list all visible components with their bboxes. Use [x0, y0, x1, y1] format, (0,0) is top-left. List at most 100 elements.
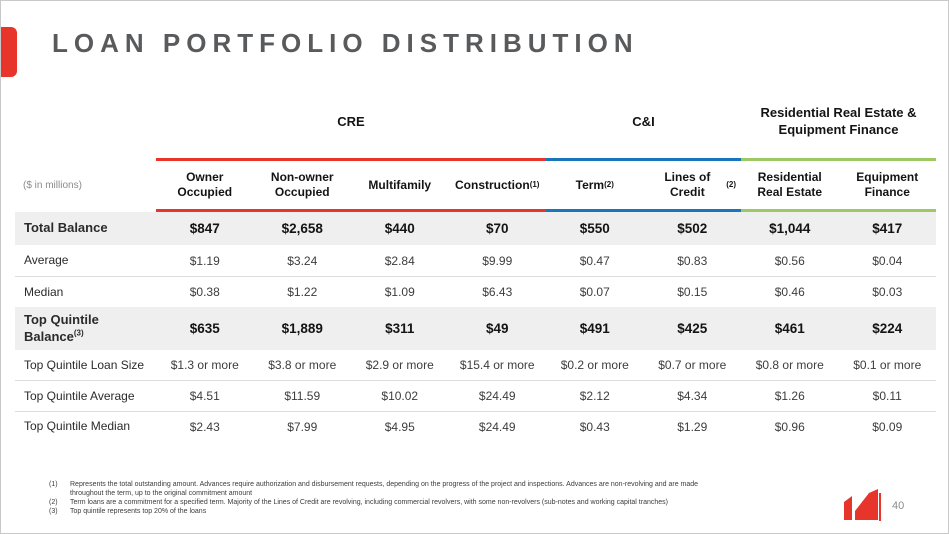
cell: $0.09 — [872, 419, 903, 434]
cell: $847 — [189, 221, 220, 236]
footnote: (1) Represents the total outstanding amou… — [49, 480, 713, 498]
footnote-marker: (2) — [49, 499, 58, 507]
loan-portfolio-table: CRE C&I Residential Real Estate & Equipmen… — [15, 86, 936, 441]
row-label: Average — [24, 253, 69, 267]
table-row-total-balance: Total Balance $847 $2,658 $440 $70 $550 $502 $1… — [15, 212, 936, 245]
cell: $1,044 — [769, 221, 811, 236]
cell: $11.59 — [284, 389, 321, 403]
cell: $4.34 — [677, 389, 708, 403]
residential-real-estate-equipment-finance-rule-segment — [741, 209, 936, 212]
cell: $3.8 or more — [268, 358, 337, 372]
cell: $0.15 — [677, 285, 708, 299]
cell: $0.04 — [872, 253, 903, 268]
group-underline-rule — [15, 158, 936, 161]
row-label: Total Balance — [24, 220, 108, 236]
page-title: LOAN PORTFOLIO DISTRIBUTION — [52, 28, 639, 58]
cell: $0.2 or more — [560, 358, 629, 372]
cell: $0.11 — [872, 389, 902, 403]
c-i-rule-segment — [546, 158, 741, 161]
cell: $0.47 — [579, 253, 610, 268]
table-body: Total Balance $847 $2,658 $440 $70 $550 $502 $1… — [15, 212, 936, 441]
cell: $4.95 — [384, 419, 415, 434]
column-header-lines-of-credit: Lines of Credit (2) — [664, 170, 736, 199]
c-i-rule-segment — [546, 209, 741, 212]
cell: $461 — [774, 321, 805, 336]
cell: $2,658 — [281, 221, 323, 236]
cell: $49 — [485, 321, 509, 336]
company-logo-icon — [844, 489, 878, 520]
cell: $1.26 — [774, 389, 805, 403]
column-header-owner-occupied: Owner Occupied — [177, 170, 233, 199]
page-number: 40 — [892, 500, 905, 512]
group-header-label: C&I — [632, 113, 655, 129]
group-header-spacer — [15, 86, 156, 158]
cell: $0.96 — [774, 419, 805, 434]
cell: $1.29 — [677, 419, 708, 434]
cell: $0.1 or more — [853, 358, 922, 372]
cell: $70 — [485, 221, 509, 236]
cell: $425 — [677, 321, 708, 336]
group-header-label: Residential Real Estate & Equipment Fina… — [760, 105, 917, 137]
cell: $24.49 — [478, 389, 516, 403]
row-label: Top Quintile Balance(3) — [24, 312, 99, 344]
table-row-top-quintile-loan-size: Top Quintile Loan Size $1.3 or more $3.8 o… — [15, 350, 936, 381]
cell: $10.02 — [381, 389, 419, 403]
cell: $7.99 — [287, 419, 318, 434]
cell: $4.51 — [189, 389, 220, 403]
column-header-non-owner-occupied: Non-owner Occupied — [270, 170, 334, 199]
cell: $502 — [677, 221, 708, 236]
rule-spacer — [15, 209, 156, 212]
footnote-marker: (1) — [49, 481, 58, 488]
cre-rule-segment — [156, 209, 546, 212]
cell: $550 — [579, 221, 610, 236]
footnote-text: Term loans are a commitment for a specif… — [70, 499, 668, 507]
cell: $15.4 or more — [459, 358, 535, 372]
cell: $2.12 — [579, 389, 610, 403]
footer-divider — [879, 493, 881, 521]
column-header-equipment-finance: Equipment Finance — [856, 170, 919, 199]
group-header-label: CRE — [337, 113, 365, 129]
cell: $1,889 — [281, 321, 323, 336]
residential-real-estate-equipment-finance-rule-segment — [741, 158, 936, 161]
table-row-average: Average $1.19 $3.24 $2.84 $9.99 $0.47 $0.83 $0.… — [15, 245, 936, 277]
cell: $9.99 — [482, 253, 513, 268]
cell: $0.03 — [872, 285, 903, 299]
footnote: (3) Top quintile represents top 20% of th… — [49, 507, 713, 516]
cell: $224 — [872, 321, 903, 336]
row-label: Median — [24, 284, 64, 299]
cell: $1.19 — [189, 253, 220, 268]
footnote-text: Top quintile represents top 20% of the l… — [70, 508, 207, 516]
table-row-median: Median $0.38 $1.22 $1.09 $6.43 $0.07 $0.15 $0.4… — [15, 277, 936, 307]
table-row-top-quintile-median: Top Quintile Median $2.43 $7.99 $4.95 $24.49… — [15, 412, 936, 441]
cell: $6.43 — [482, 285, 513, 299]
cell: $3.24 — [287, 253, 318, 268]
group-header-residential-real-estate-equipment-finance: Residential Real Estate & Equipment Fina… — [741, 86, 936, 158]
table-row-top-quintile-balance: Top Quintile Balance(3) $635 $1,889 $311 $49… — [15, 307, 936, 350]
units-label: ($ in millions) — [23, 179, 82, 191]
cell: $1.3 or more — [170, 358, 239, 372]
cell: $0.8 or more — [755, 358, 824, 372]
cell: $1.09 — [384, 285, 415, 299]
group-header-cre: CRE — [156, 86, 546, 158]
cre-rule-segment — [156, 158, 546, 161]
title-accent-bar — [1, 27, 17, 77]
table-column-header-row: ($ in millions) Owner Occupied Non-owner O… — [15, 161, 936, 209]
cell: $0.07 — [579, 285, 610, 299]
cell: $491 — [579, 321, 610, 336]
cell: $2.84 — [384, 253, 415, 268]
cell: $311 — [385, 321, 415, 336]
cell: $0.46 — [774, 285, 805, 299]
column-header-term: Term (2) — [575, 177, 614, 192]
cell: $0.43 — [579, 419, 610, 434]
column-header-construction: Construction (1) — [455, 177, 540, 192]
cell: $2.43 — [189, 419, 220, 434]
cell: $440 — [384, 221, 415, 236]
cell: $635 — [189, 321, 220, 336]
table-row-top-quintile-average: Top Quintile Average $4.51 $11.59 $10.02 $24… — [15, 381, 936, 412]
cell: $0.38 — [189, 285, 220, 299]
cell: $2.9 or more — [365, 358, 434, 372]
footnote: (2) Term loans are a commitment for a spe… — [49, 498, 713, 507]
cell: $0.56 — [774, 253, 805, 268]
footnotes: (1) Represents the total outstanding amou… — [49, 480, 713, 516]
